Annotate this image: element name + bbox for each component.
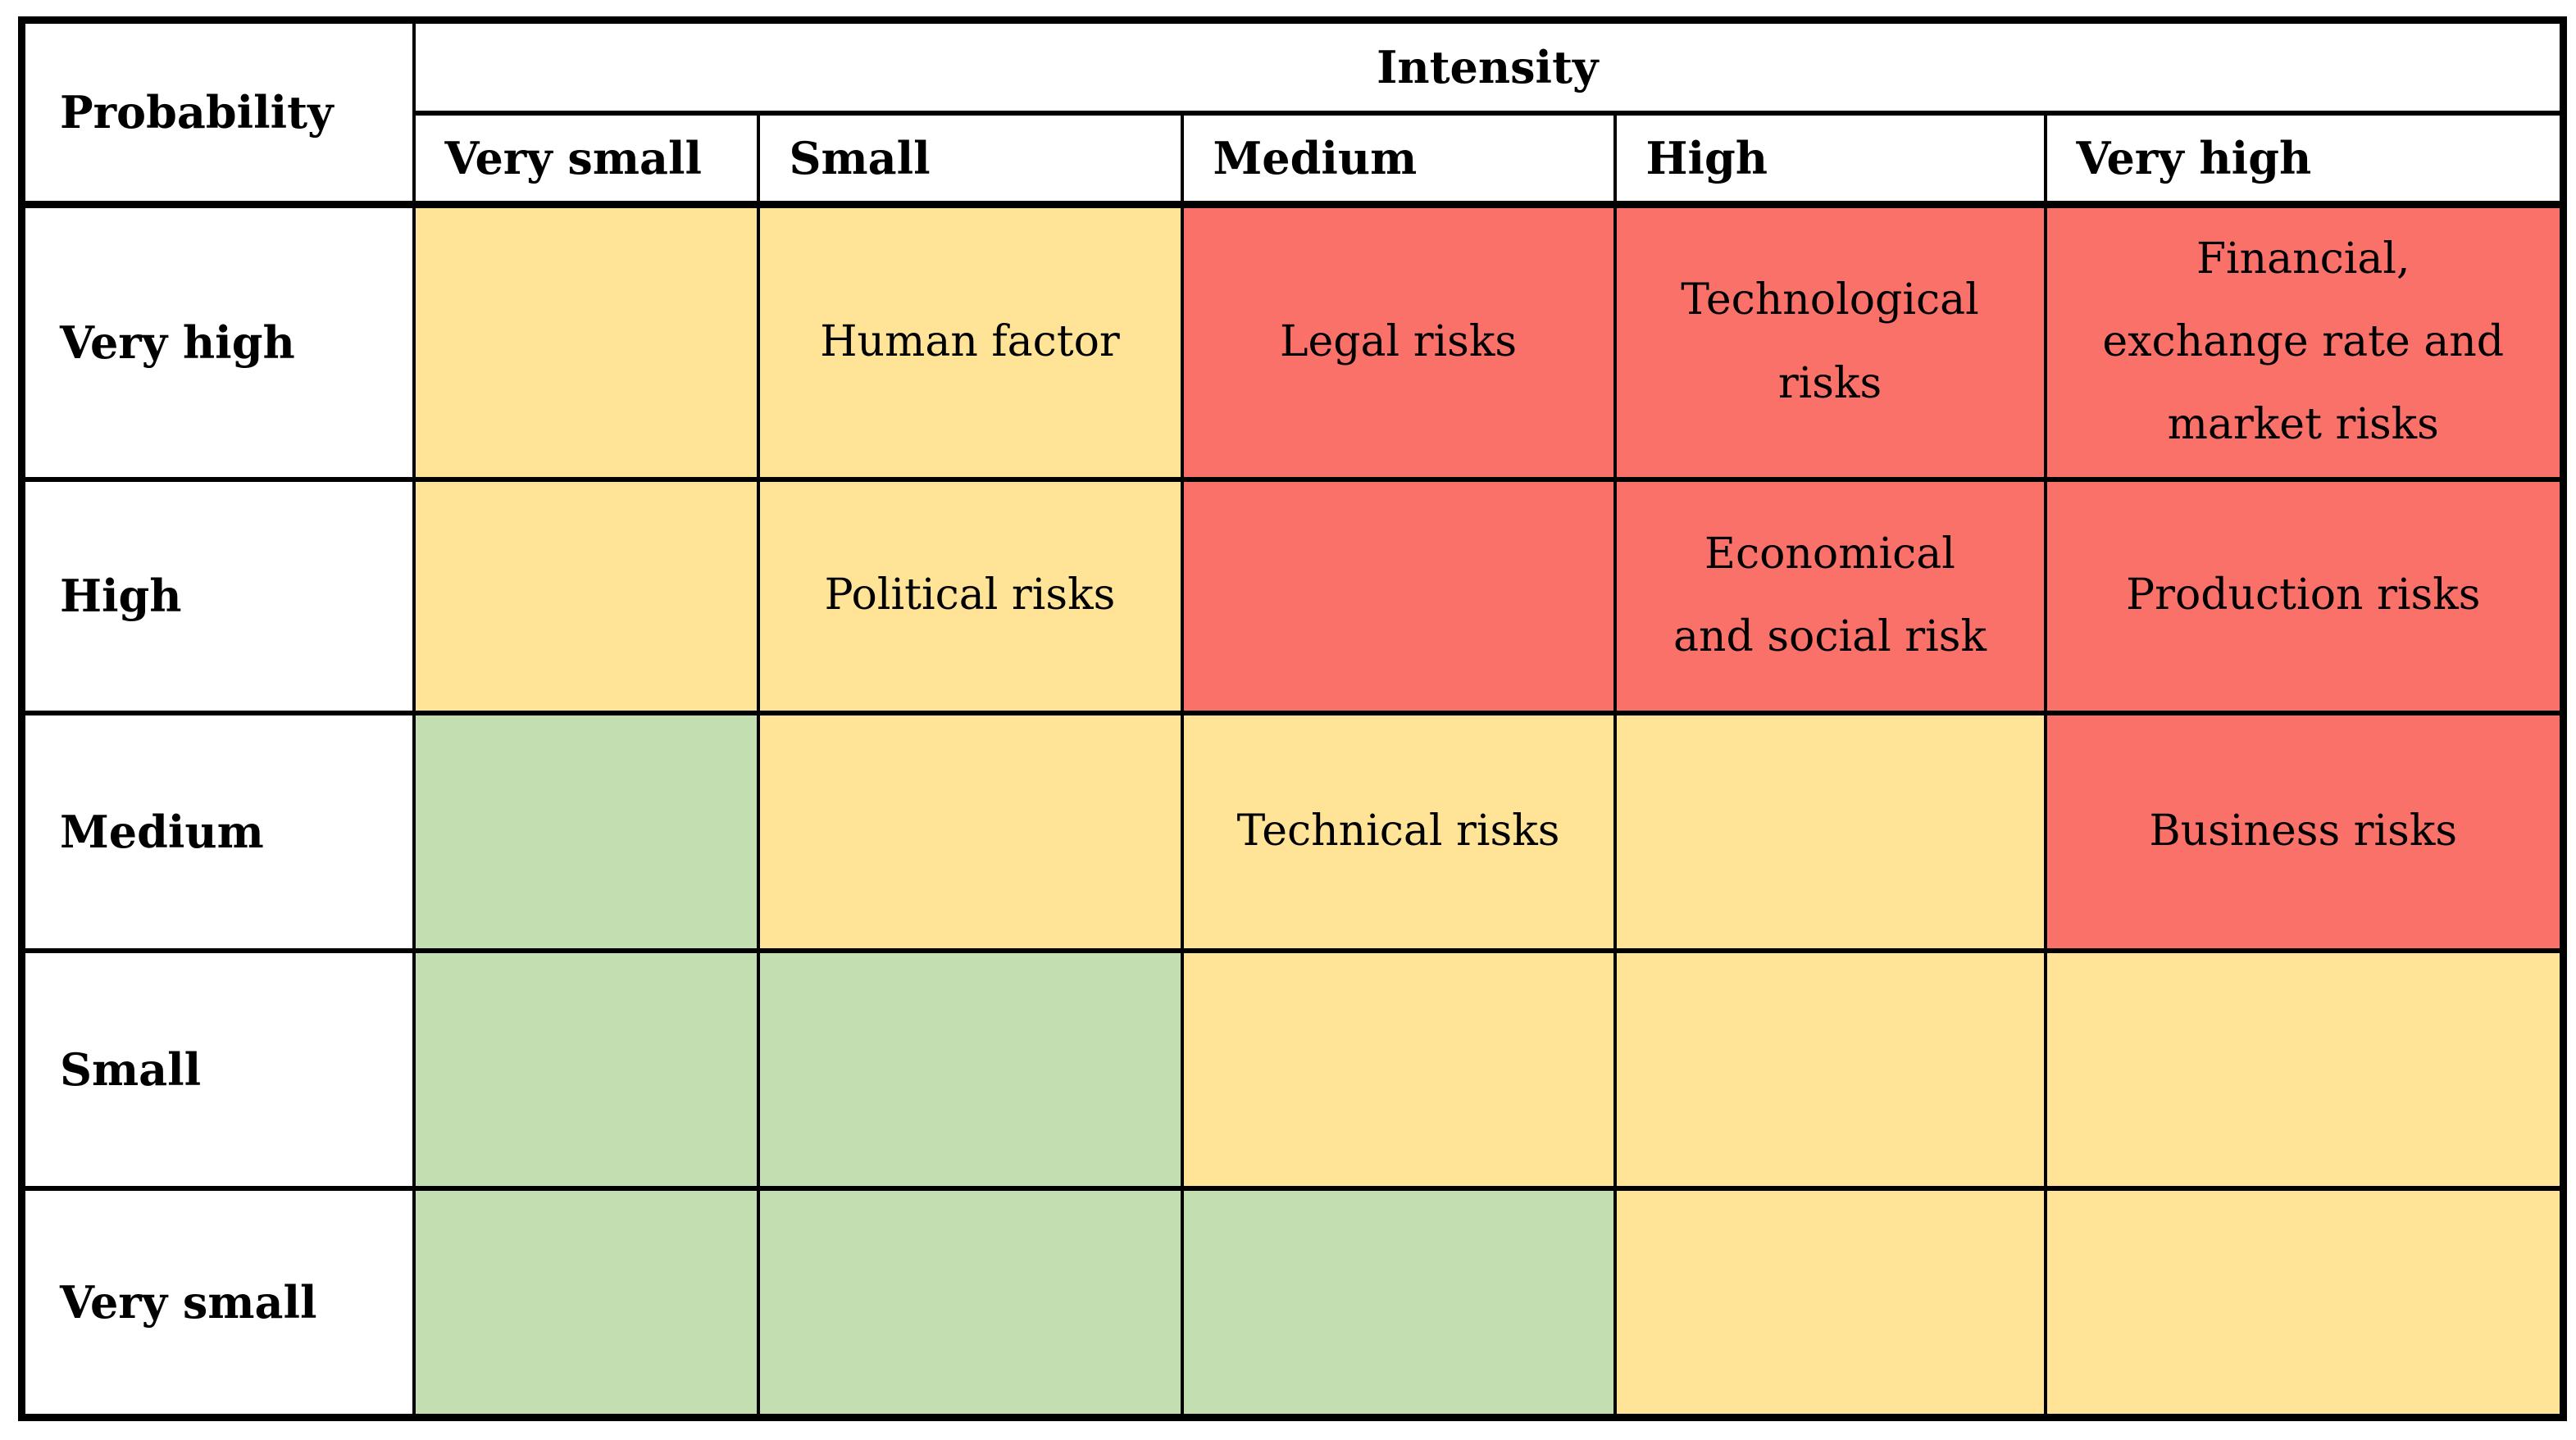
col-header-small: Small: [756, 110, 1184, 208]
row-header-medium: Medium: [20, 710, 416, 953]
col-header-very-small: Very small: [412, 110, 760, 208]
cell-high-small: Political risks: [756, 476, 1184, 715]
col-header-very-high: Very high: [2043, 110, 2565, 208]
cell-high-high: Economical and social risk: [1613, 476, 2047, 715]
table-row: Medium Technical risks Business risks: [20, 710, 2565, 953]
cell-small-very-small: [412, 947, 760, 1191]
risk-matrix-table: Probability Intensity Very small Small M…: [18, 16, 2567, 1421]
table-row: Very small: [20, 1185, 2565, 1420]
cell-very-high-very-small: [412, 202, 760, 482]
cell-medium-small: [756, 710, 1184, 953]
table-row: High Political risks Economical and soci…: [20, 476, 2565, 715]
cell-very-high-very-high: Financial, exchange rate and market risk…: [2043, 202, 2565, 482]
cell-very-small-medium: [1180, 1185, 1617, 1420]
cell-high-very-high: Production risks: [2043, 476, 2565, 715]
col-header-medium: Medium: [1180, 110, 1617, 208]
col-header-high: High: [1613, 110, 2047, 208]
header-row-intensity: Probability Intensity: [20, 17, 2565, 208]
cell-medium-very-small: [412, 710, 760, 953]
intensity-axis-header: Intensity: [412, 17, 2565, 116]
cell-very-high-medium: Legal risks: [1180, 202, 1617, 482]
cell-medium-high: [1613, 710, 2047, 953]
row-header-very-small: Very small: [20, 1185, 416, 1420]
cell-very-high-small: Human factor: [756, 202, 1184, 482]
cell-medium-very-high: Business risks: [2043, 710, 2565, 953]
table-row: Very high Human factor Legal risks Techn…: [20, 202, 2565, 482]
cell-small-high: [1613, 947, 2047, 1191]
cell-very-small-very-small: [412, 1185, 760, 1420]
table-row: Small: [20, 947, 2565, 1191]
cell-very-small-very-high: [2043, 1185, 2565, 1420]
cell-very-small-high: [1613, 1185, 2047, 1420]
cell-high-medium: [1180, 476, 1617, 715]
cell-small-very-high: [2043, 947, 2565, 1191]
cell-small-small: [756, 947, 1184, 1191]
cell-medium-medium: Technical risks: [1180, 710, 1617, 953]
probability-axis-header: Probability: [20, 17, 416, 208]
cell-high-very-small: [412, 476, 760, 715]
cell-very-small-small: [756, 1185, 1184, 1420]
header-row-intensity-levels: Very small Small Medium High Very high: [22, 110, 2565, 208]
row-header-high: High: [20, 476, 416, 715]
row-header-very-high: Very high: [20, 202, 416, 482]
cell-small-medium: [1180, 947, 1617, 1191]
cell-very-high-high: Technological risks: [1613, 202, 2047, 482]
row-header-small: Small: [20, 947, 416, 1191]
